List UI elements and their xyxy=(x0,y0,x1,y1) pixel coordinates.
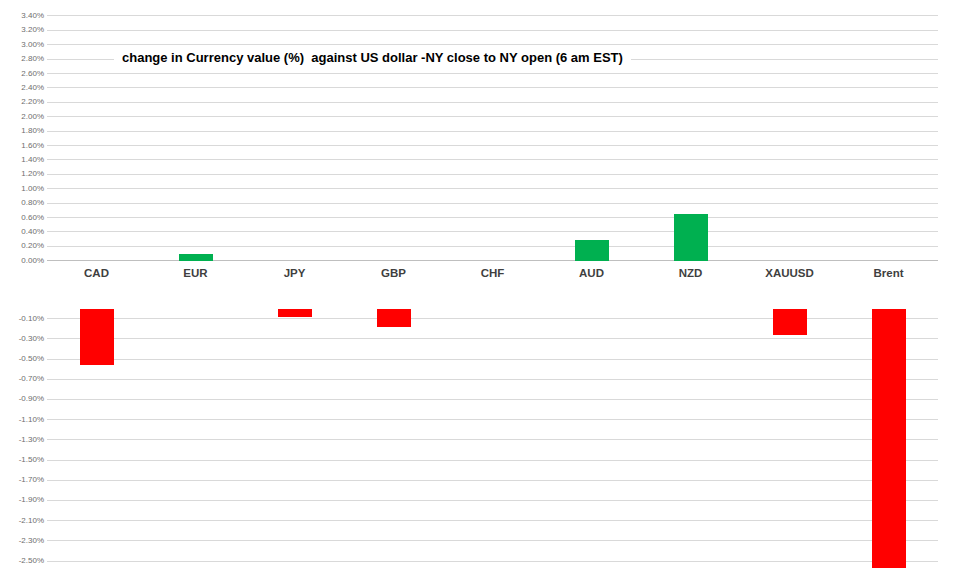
gridline xyxy=(47,15,938,16)
y-axis-tick-label: 2.60% xyxy=(0,69,44,79)
plot-area: 3.40% 3.20% 3.00% 2.80% 2.60% 2.40% 2.20% 2.00%… xyxy=(0,0,958,570)
gridline xyxy=(47,30,938,31)
gridline xyxy=(47,379,938,380)
y-axis-tick-label: -1.70% xyxy=(0,475,44,485)
bar-aud xyxy=(575,240,609,261)
y-axis-tick-label: -1.50% xyxy=(0,455,44,465)
y-axis-tick-label: 1.20% xyxy=(0,169,44,179)
chart-title: change in Currency value (%) against US … xyxy=(114,47,631,68)
x-axis-label-eur: EUR xyxy=(146,266,245,281)
gridline xyxy=(47,439,938,440)
bar-eur xyxy=(179,254,213,261)
gridline xyxy=(47,131,938,132)
gridline xyxy=(47,480,938,481)
gridline xyxy=(47,203,938,204)
y-axis-tick-label: 2.40% xyxy=(0,83,44,93)
y-axis-tick-label: -1.90% xyxy=(0,495,44,505)
y-axis-tick-label: 1.60% xyxy=(0,141,44,151)
x-axis-label-aud: AUD xyxy=(542,266,641,281)
x-axis-label-chf: CHF xyxy=(443,266,542,281)
currency-change-bar-chart: 3.40% 3.20% 3.00% 2.80% 2.60% 2.40% 2.20% 2.00%… xyxy=(0,0,958,570)
y-axis-tick-label: -0.30% xyxy=(0,334,44,344)
y-axis-tick-label: -0.90% xyxy=(0,394,44,404)
gridline xyxy=(47,540,938,541)
gridline xyxy=(47,174,938,175)
y-axis-tick-label: 3.40% xyxy=(0,11,44,21)
gridline xyxy=(47,520,938,521)
gridline xyxy=(47,188,938,189)
y-axis-tick-label: -2.10% xyxy=(0,516,44,526)
y-axis-tick-label: 0.20% xyxy=(0,241,44,251)
y-axis-tick-label: 0.00% xyxy=(0,256,44,266)
y-axis-tick-label: 3.00% xyxy=(0,40,44,50)
y-axis-tick-label: 3.20% xyxy=(0,25,44,35)
y-axis-tick-label: 1.80% xyxy=(0,126,44,136)
x-axis-label-nzd: NZD xyxy=(641,266,740,281)
gridline xyxy=(47,102,938,103)
bar-cad xyxy=(80,309,114,366)
y-axis-tick-label: 0.40% xyxy=(0,227,44,237)
y-axis-tick-label: -0.10% xyxy=(0,314,44,324)
gridline xyxy=(47,87,938,88)
y-axis-tick-label: -2.50% xyxy=(0,556,44,566)
bar-xauusd xyxy=(773,309,807,335)
y-axis-tick-label: -1.30% xyxy=(0,435,44,445)
x-axis-label-brent: Brent xyxy=(839,266,938,281)
x-axis-label-xauusd: XAUUSD xyxy=(740,266,839,281)
bar-brent xyxy=(872,309,906,569)
y-axis-tick-label: 2.80% xyxy=(0,54,44,64)
bar-gbp xyxy=(377,309,411,327)
bar-nzd xyxy=(674,214,708,261)
y-axis-tick-label: 1.00% xyxy=(0,184,44,194)
gridline xyxy=(47,116,938,117)
y-axis-tick-label: 0.80% xyxy=(0,198,44,208)
gridline xyxy=(47,561,938,562)
y-axis-tick-label: -2.30% xyxy=(0,536,44,546)
y-axis-tick-label: 1.40% xyxy=(0,155,44,165)
y-axis-tick-label: -1.10% xyxy=(0,415,44,425)
gridline xyxy=(47,217,938,218)
gridline xyxy=(47,159,938,160)
gridline xyxy=(47,145,938,146)
bar-jpy xyxy=(278,309,312,317)
y-axis-tick-label: 2.00% xyxy=(0,112,44,122)
x-axis-label-gbp: GBP xyxy=(344,266,443,281)
gridline xyxy=(47,231,938,232)
gridline xyxy=(47,460,938,461)
y-axis-tick-label: -0.50% xyxy=(0,354,44,364)
gridline xyxy=(47,399,938,400)
y-axis-tick-label: 0.60% xyxy=(0,213,44,223)
gridline xyxy=(47,338,938,339)
gridline xyxy=(47,419,938,420)
x-axis-label-jpy: JPY xyxy=(245,266,344,281)
x-axis-label-cad: CAD xyxy=(47,266,146,281)
gridline xyxy=(47,500,938,501)
y-axis-tick-label: -0.70% xyxy=(0,374,44,384)
gridline xyxy=(47,246,938,247)
gridline xyxy=(47,44,938,45)
y-axis-tick-label: 2.20% xyxy=(0,97,44,107)
gridline xyxy=(47,359,938,360)
gridline xyxy=(47,73,938,74)
